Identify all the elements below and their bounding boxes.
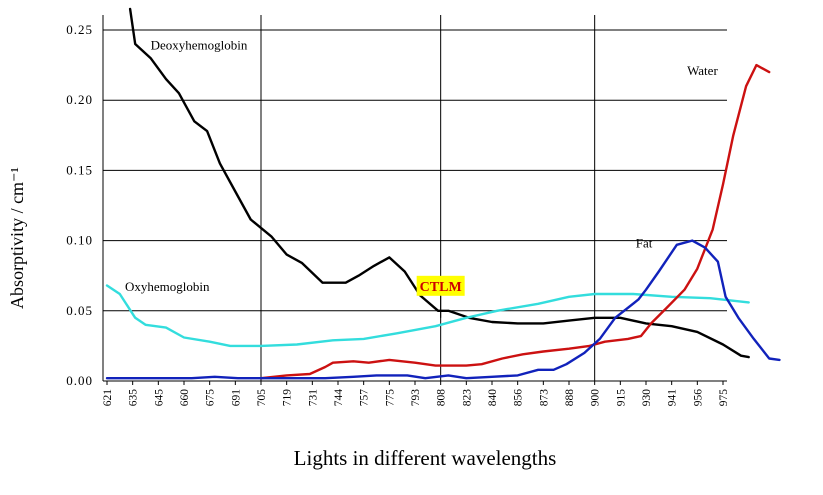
axis-layer: 0.00 0.05 0.10 0.15 0.20 0.25 621 635 645 660 675 6…	[66, 15, 730, 406]
x-tick-label: 956	[692, 389, 704, 407]
x-tick-label: 888	[564, 389, 576, 407]
x-tick-label: 635	[128, 389, 140, 407]
x-tick-label: 930	[641, 389, 653, 407]
y-tick-label: 0.25	[66, 22, 93, 37]
x-tick-label: 900	[590, 389, 602, 407]
x-tick-label: 705	[256, 389, 268, 407]
x-axis-title: Lights in different wavelengths	[294, 446, 557, 470]
series-label-fat: Fat	[636, 236, 653, 251]
x-tick-label: 691	[230, 389, 242, 407]
x-tick-label: 793	[410, 389, 422, 407]
x-tick-label: 744	[333, 389, 345, 407]
y-tick-label: 0.00	[66, 373, 93, 388]
ctlm-annotation-label: CTLM	[420, 280, 462, 295]
x-tick-label: 775	[384, 389, 396, 407]
x-tick-label: 757	[359, 389, 371, 407]
y-tick-label: 0.05	[66, 303, 93, 318]
x-tick-label: 915	[615, 389, 627, 407]
y-tick-label: 0.10	[66, 233, 93, 248]
series-line-oxyhemoglobin	[105, 284, 750, 348]
series-line-fat	[105, 239, 781, 380]
label-layer: Deoxyhemoglobin Oxyhemoglobin Water Fat	[125, 38, 718, 294]
series-line-water	[259, 63, 771, 380]
series-label-deoxyhemoglobin: Deoxyhemoglobin	[151, 38, 248, 53]
ctlm-annotation-highlight	[416, 275, 465, 296]
y-axis-title: Absorptivity / cm⁻¹	[7, 167, 27, 309]
x-tick-label: 731	[307, 389, 319, 407]
series-label-oxyhemoglobin: Oxyhemoglobin	[125, 279, 210, 294]
x-tick-label: 975	[718, 389, 730, 407]
x-tick-label: 873	[538, 389, 550, 407]
x-tick-label: 840	[487, 389, 499, 407]
x-tick-label: 808	[436, 389, 448, 407]
y-tick-label: 0.20	[66, 92, 93, 107]
x-tick-label: 719	[282, 389, 294, 407]
x-tick-label: 675	[205, 389, 217, 407]
x-tick-label: 941	[667, 389, 679, 407]
annotation-layer: CTLM	[416, 275, 465, 318]
x-tick-label: 856	[513, 389, 525, 407]
series-label-water: Water	[687, 63, 718, 78]
x-tick-label: 660	[179, 389, 191, 407]
x-tick-label: 621	[102, 389, 114, 407]
y-tick-label: 0.15	[66, 162, 93, 177]
x-tick-label: 823	[461, 389, 473, 407]
series-layer	[105, 7, 781, 380]
x-tick-label: 645	[153, 389, 165, 407]
grid-layer	[103, 15, 727, 381]
series-line-deoxyhemoglobin	[128, 7, 750, 359]
